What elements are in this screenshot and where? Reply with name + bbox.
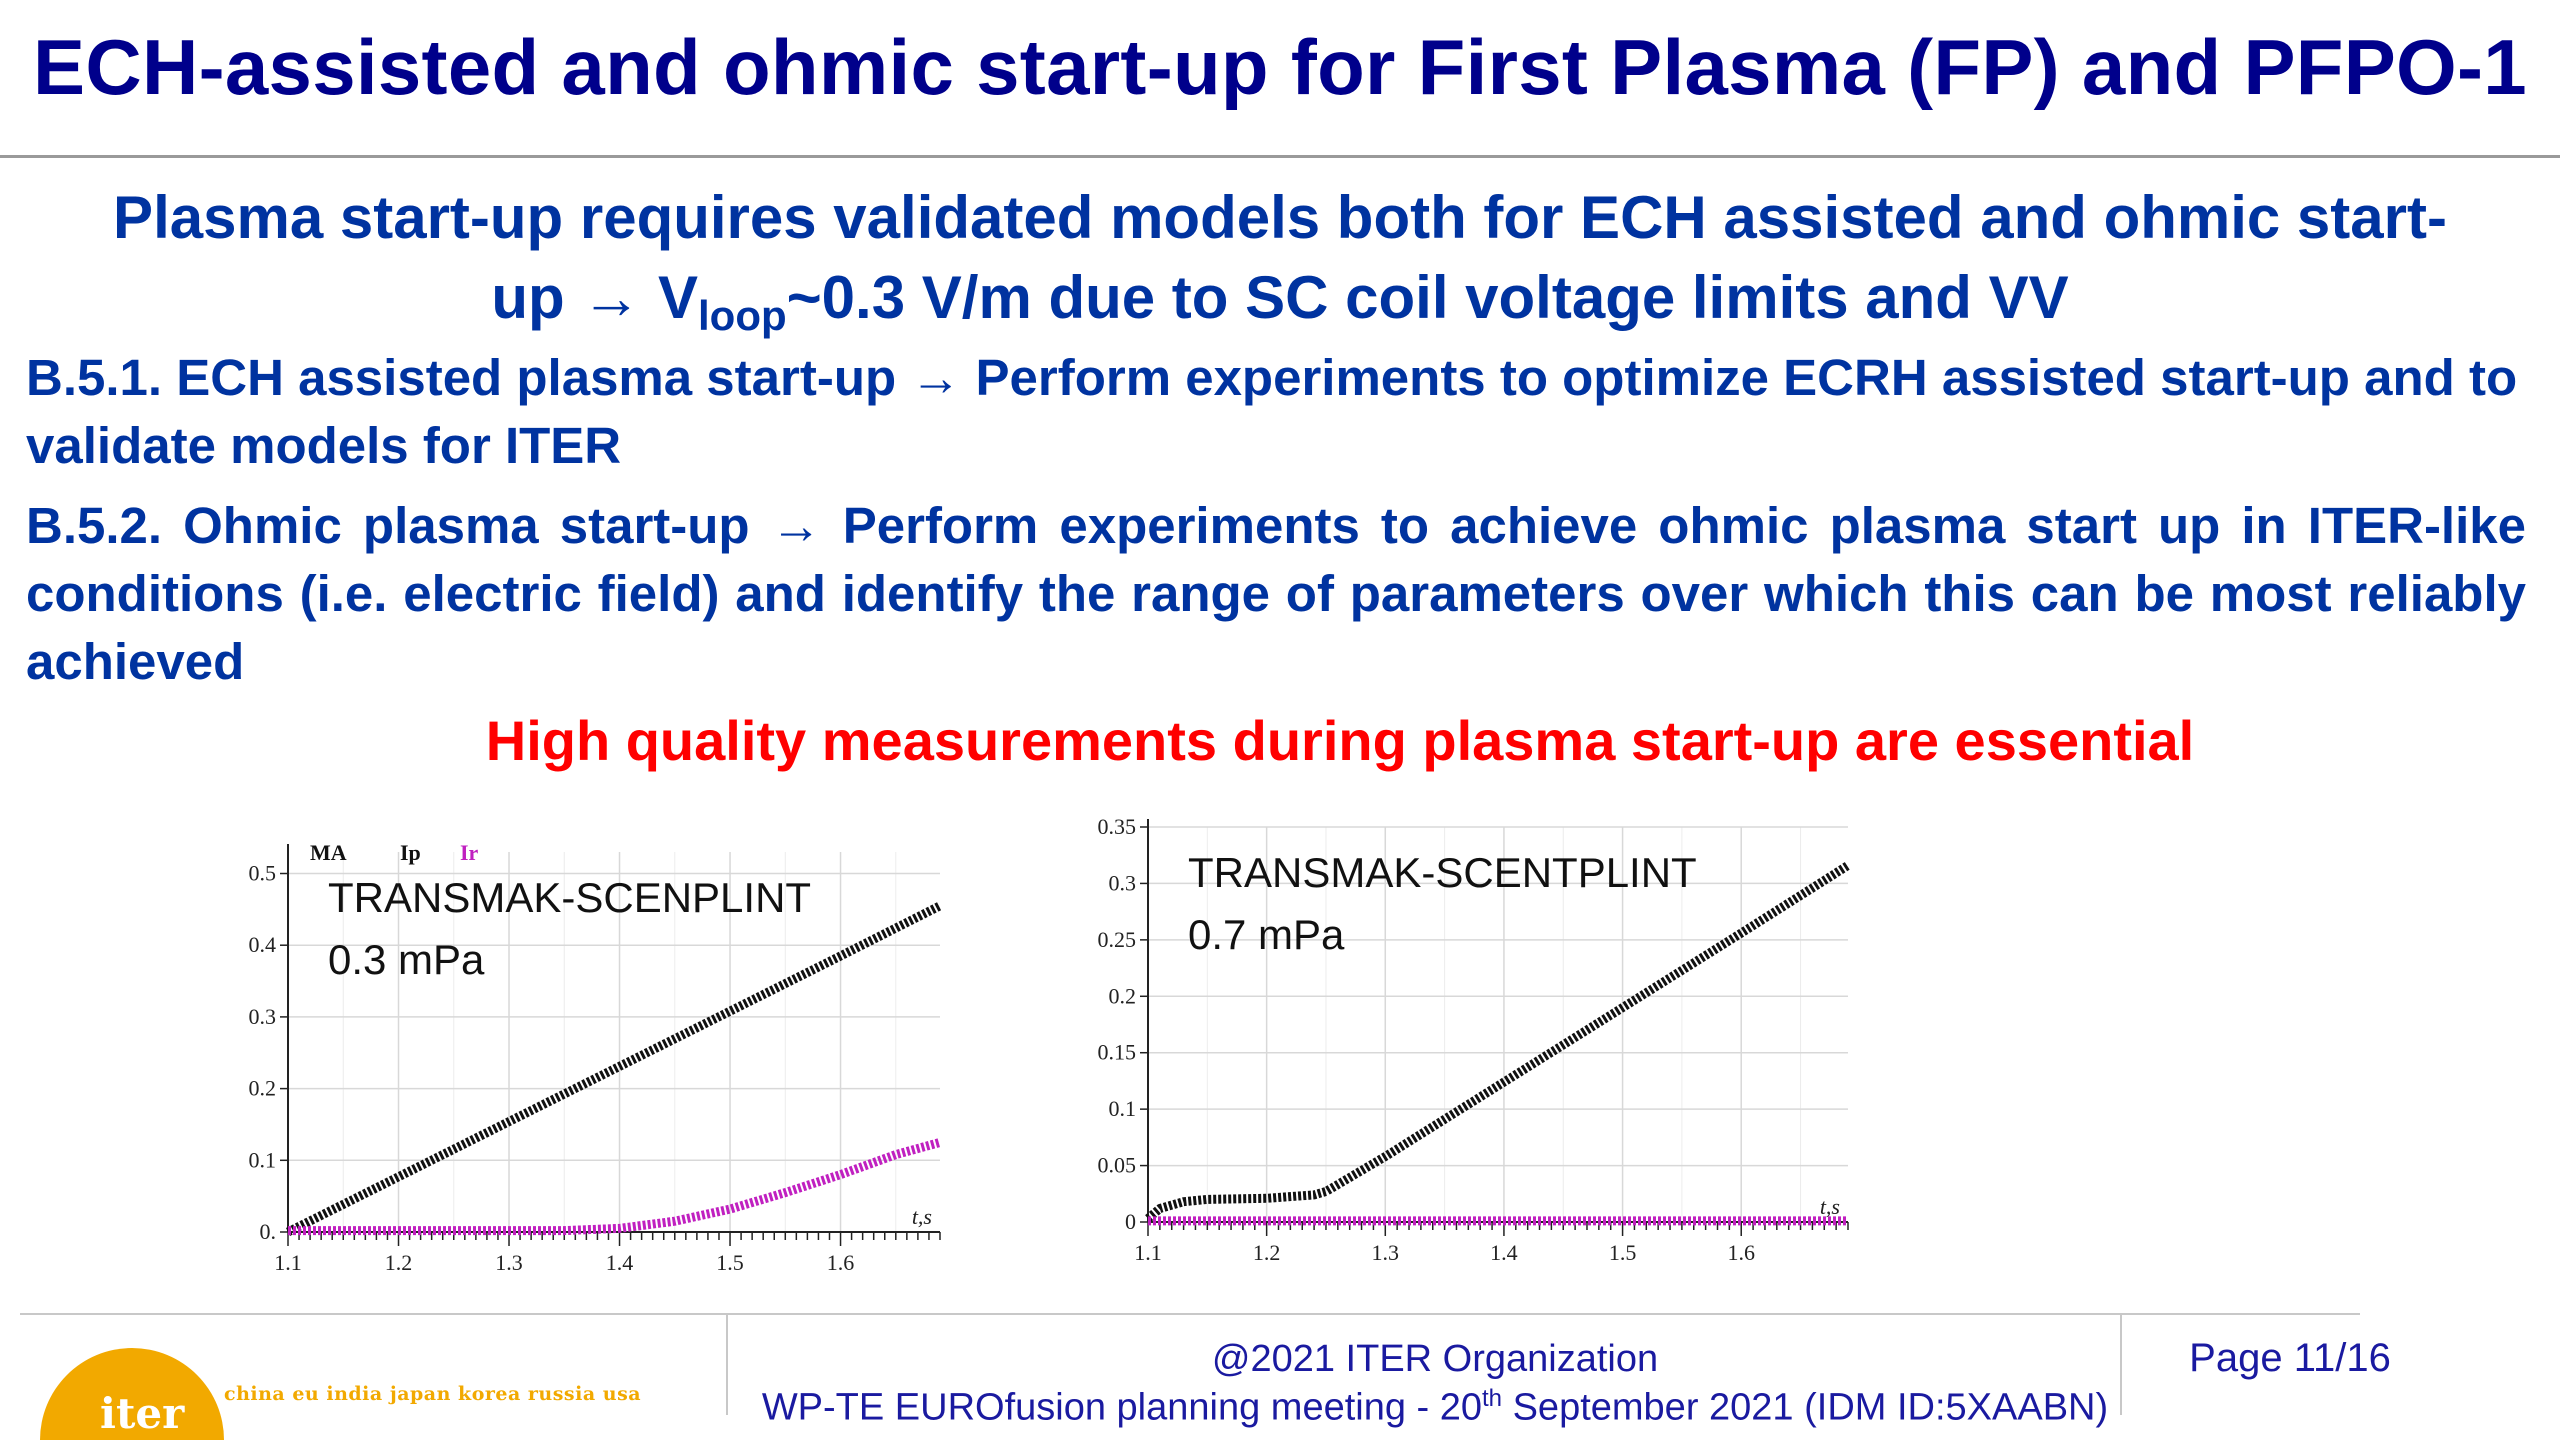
lead-statement: Plasma start-up requires validated model… [20, 178, 2540, 338]
footer-divider [20, 1313, 2360, 1315]
meeting-text-pre: WP-TE EUROfusion planning meeting - 20 [761, 1386, 1483, 1429]
slide-title: ECH-assisted and ohmic start-up for Firs… [33, 23, 2527, 111]
chart-2-x-tick-label: 1.5 [1609, 1240, 1637, 1265]
chart-2-y-tick-label: 0.2 [1109, 983, 1137, 1008]
chart-1-y-tick-label: 0.4 [249, 932, 277, 957]
copyright: @2021 ITER Organization [1211, 1338, 1659, 1380]
chart-2-x-tick-label: 1.4 [1490, 1240, 1518, 1265]
partner-list: china eu india japan korea russia usa [224, 1383, 642, 1405]
chart-2-y-tick-label: 0.1 [1109, 1096, 1137, 1121]
chart-1-y-tick-label: 0.5 [249, 861, 277, 886]
chart-2-x-tick-label: 1.1 [1134, 1240, 1162, 1265]
page-number: Page 11/16 [2189, 1336, 2391, 1380]
chart-1-y-tick-label: 0.1 [249, 1147, 277, 1172]
chart-1-legend-1: Ip [400, 840, 421, 865]
chart-2-svg: 1.1 1.2 1.3 1.4 1.5 1.6 0 0.05 0.1 0.15 0.2 0.25 0.3… [1098, 815, 1851, 1265]
chart-1-x-tick-label: 1.5 [716, 1250, 744, 1275]
chart-1-annotation-1: TRANSMAK-SCENPLINT [328, 874, 811, 921]
chart-transmak-0-3mpa: 1.1 1.2 1.3 1.4 1.5 1.6 0. 0.1 0.2 0.3 0.4 0.5 t,s MA… [220, 822, 960, 1292]
chart-1-unit-label: MA [310, 840, 347, 865]
chart-2-y-tick-label: 0.25 [1098, 927, 1137, 952]
chart-2-x-tick-label: 1.2 [1253, 1240, 1281, 1265]
chart-1-annotation-2: 0.3 mPa [328, 936, 485, 983]
chart-1-x-tick-label: 1.4 [606, 1250, 634, 1275]
chart-2-y-tick-label: 0.3 [1109, 870, 1137, 895]
lead-line-1: Plasma start-up requires validated model… [113, 184, 2447, 251]
meeting-ordinal: th [1482, 1385, 1503, 1412]
chart-2-annotation-2: 0.7 mPa [1188, 911, 1345, 958]
chart-1-legend-2: Ir [460, 840, 479, 865]
chart-2-x-axis-label: t,s [1820, 1194, 1840, 1219]
chart-2-y-tick-label: 0.05 [1098, 1153, 1137, 1178]
chart-2-x-tick-label: 1.6 [1727, 1240, 1755, 1265]
chart-2-series-1-line [1145, 861, 1851, 1223]
lead-line-2-post: ~0.3 V/m due to SC coil voltage limits a… [786, 264, 2069, 331]
logo-text: iter [100, 1389, 185, 1438]
chart-2-x-tick-label: 1.3 [1372, 1240, 1400, 1265]
vloop-subscript: loop [698, 292, 787, 339]
chart-1-x-tick-label: 1.6 [827, 1250, 855, 1275]
footer-separator-left [726, 1315, 728, 1415]
chart-1-x-axis-label: t,s [912, 1204, 932, 1229]
footer-separator-right [2120, 1315, 2122, 1415]
highlight-statement: High quality measurements during plasma … [485, 709, 2195, 772]
chart-1-series-1-line [285, 901, 943, 1237]
meeting-text-post: September 2021 (IDM ID:5XAABN) [1502, 1386, 2109, 1429]
chart-2-y-tick-label: 0 [1125, 1209, 1136, 1234]
chart-transmak-0-7mpa: 1.1 1.2 1.3 1.4 1.5 1.6 0 0.05 0.1 0.15 0.2 0.25 0.3… [1080, 815, 1880, 1297]
item-b51: B.5.1. ECH assisted plasma start-up → Pe… [26, 349, 2518, 474]
chart-1-y-tick-label: 0. [260, 1219, 277, 1244]
chart-2-annotation-1: TRANSMAK-SCENTPLINT [1188, 849, 1697, 896]
lead-line-2: up → Vloop~0.3 V/m due to SC coil voltag… [20, 258, 2540, 338]
chart-2-y-tick-label: 0.15 [1098, 1040, 1137, 1065]
item-b52: B.5.2. Ohmic plasma start-up → Perform e… [26, 497, 2526, 690]
chart-1-y-tick-label: 0.3 [249, 1004, 277, 1029]
logo-sun-shape [40, 1348, 224, 1440]
title-divider [0, 155, 2560, 158]
chart-1-y-tick-label: 0.2 [249, 1076, 277, 1101]
lead-line-2-pre: up → V [491, 264, 698, 331]
chart-1-x-tick-label: 1.1 [274, 1250, 302, 1275]
chart-1-series-2-line [288, 1138, 942, 1236]
iter-logo: iter [40, 1348, 224, 1440]
chart-1-x-tick-label: 1.2 [385, 1250, 413, 1275]
chart-2-y-tick-label: 0.35 [1098, 815, 1137, 839]
chart-1-x-tick-label: 1.3 [495, 1250, 523, 1275]
meeting-info: WP-TE EUROfusion planning meeting - 20th… [730, 1385, 2140, 1430]
chart-1-svg: 1.1 1.2 1.3 1.4 1.5 1.6 0. 0.1 0.2 0.3 0.4 0.5 t,s MA… [249, 840, 943, 1275]
